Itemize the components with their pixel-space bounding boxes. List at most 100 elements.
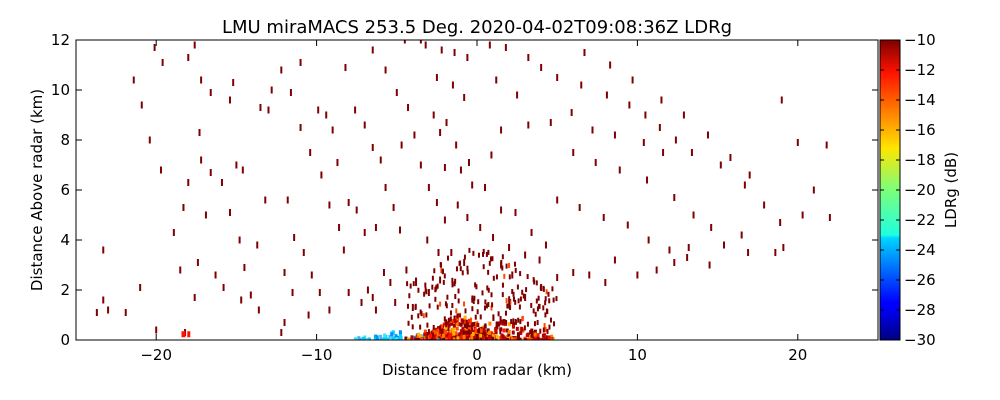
radar-data-point	[511, 271, 514, 279]
radar-data-point	[517, 298, 520, 304]
ground-clutter-point	[533, 332, 537, 337]
radar-data-point	[533, 321, 536, 327]
radar-data-point	[580, 81, 583, 89]
ground-clutter-point	[367, 337, 371, 340]
radar-data-point	[424, 41, 427, 49]
radar-data-point	[535, 298, 538, 304]
radar-data-point	[505, 298, 508, 304]
ground-clutter-point	[484, 337, 488, 340]
radar-data-point	[283, 269, 286, 276]
ground-clutter-point	[391, 336, 395, 340]
radar-data-point	[455, 266, 458, 272]
radar-data-point	[413, 131, 416, 139]
radar-data-point	[484, 184, 487, 191]
radar-data-point	[490, 151, 493, 159]
radar-data-point	[748, 171, 751, 179]
ground-clutter-point	[516, 332, 520, 337]
ground-clutter-point	[513, 337, 517, 340]
ground-clutter-point	[530, 333, 534, 338]
radar-data-point	[521, 315, 524, 321]
ground-clutter-point	[465, 330, 469, 335]
ground-clutter-point	[495, 325, 499, 330]
radar-data-point	[472, 250, 475, 256]
ground-clutter-point	[458, 332, 462, 337]
radar-data-point	[439, 129, 442, 136]
radar-data-point	[572, 269, 575, 276]
radar-data-point	[424, 282, 427, 288]
radar-data-point	[482, 248, 485, 254]
radar-data-point	[477, 252, 480, 258]
radar-data-point	[410, 314, 413, 320]
radar-data-point	[763, 201, 766, 209]
radar-data-point	[355, 206, 358, 214]
ground-clutter-point	[462, 331, 466, 336]
chart-title: LMU miraMACS 253.5 Deg. 2020-04-02T09:08…	[222, 17, 732, 38]
radar-data-point	[662, 149, 665, 156]
radar-data-point	[801, 211, 804, 219]
radar-data-point	[479, 224, 482, 231]
radar-data-point	[492, 234, 495, 241]
ground-clutter-point	[394, 337, 398, 340]
ground-clutter-point	[448, 332, 452, 337]
radar-data-point	[455, 141, 458, 149]
radar-data-point	[549, 317, 552, 323]
radar-data-point	[475, 284, 478, 290]
radar-data-point	[363, 229, 366, 236]
radar-data-point	[508, 244, 511, 251]
radar-data-point	[524, 251, 527, 259]
radar-data-point	[228, 96, 231, 104]
radar-data-point	[583, 49, 586, 56]
radar-data-point	[492, 275, 495, 281]
radar-data-point	[453, 281, 456, 287]
x-axis-label: Distance from radar (km)	[382, 361, 572, 379]
ground-clutter-point	[462, 337, 466, 340]
ground-clutter-point	[455, 326, 459, 331]
radar-data-point	[474, 282, 477, 288]
radar-data-point	[419, 40, 422, 44]
colorbar-tick-label: −20	[904, 181, 936, 199]
ground-clutter-point	[495, 334, 499, 339]
radar-data-point	[479, 314, 482, 320]
ground-clutter-point	[418, 334, 422, 339]
radar-data-point	[556, 196, 559, 204]
radar-data-point	[495, 274, 498, 280]
ground-clutter-point	[507, 329, 511, 334]
radar-data-point	[673, 194, 676, 201]
radar-data-point	[527, 54, 530, 61]
radar-data-point	[812, 186, 815, 194]
radar-data-point	[539, 328, 542, 334]
radar-data-point	[490, 305, 493, 311]
radar-data-point	[504, 44, 507, 51]
ground-clutter-point	[541, 333, 545, 338]
radar-data-point	[545, 289, 548, 295]
ground-clutter-point	[429, 333, 433, 338]
ground-clutter-point	[440, 324, 444, 329]
ground-clutter-point	[471, 322, 475, 327]
radar-data-point	[512, 296, 515, 302]
ground-clutter-point	[520, 327, 524, 332]
ground-clutter-point	[438, 337, 442, 340]
radar-data-point	[740, 231, 743, 239]
radar-data-point	[344, 64, 347, 71]
ground-clutter-point	[515, 326, 519, 331]
ground-clutter-point	[380, 337, 384, 340]
ground-clutter-point	[432, 333, 436, 338]
radar-data-point	[374, 306, 377, 314]
ground-clutter-point	[398, 330, 402, 335]
plot-area	[95, 40, 831, 340]
radar-data-point	[441, 268, 444, 274]
radar-data-point	[519, 271, 522, 277]
radar-data-point	[435, 74, 438, 81]
y-tick-label: 2	[60, 281, 70, 299]
ground-clutter-point	[525, 333, 529, 338]
radar-data-point	[774, 249, 777, 256]
radar-data-point	[181, 331, 186, 338]
radar-data-point	[499, 329, 502, 335]
radar-data-point	[655, 266, 658, 274]
ground-clutter-point	[536, 333, 540, 338]
radar-data-point	[307, 311, 310, 319]
x-tick-label: 20	[788, 346, 807, 364]
radar-data-point	[508, 303, 511, 309]
radar-data-point	[516, 284, 519, 290]
radar-data-point	[451, 81, 454, 89]
